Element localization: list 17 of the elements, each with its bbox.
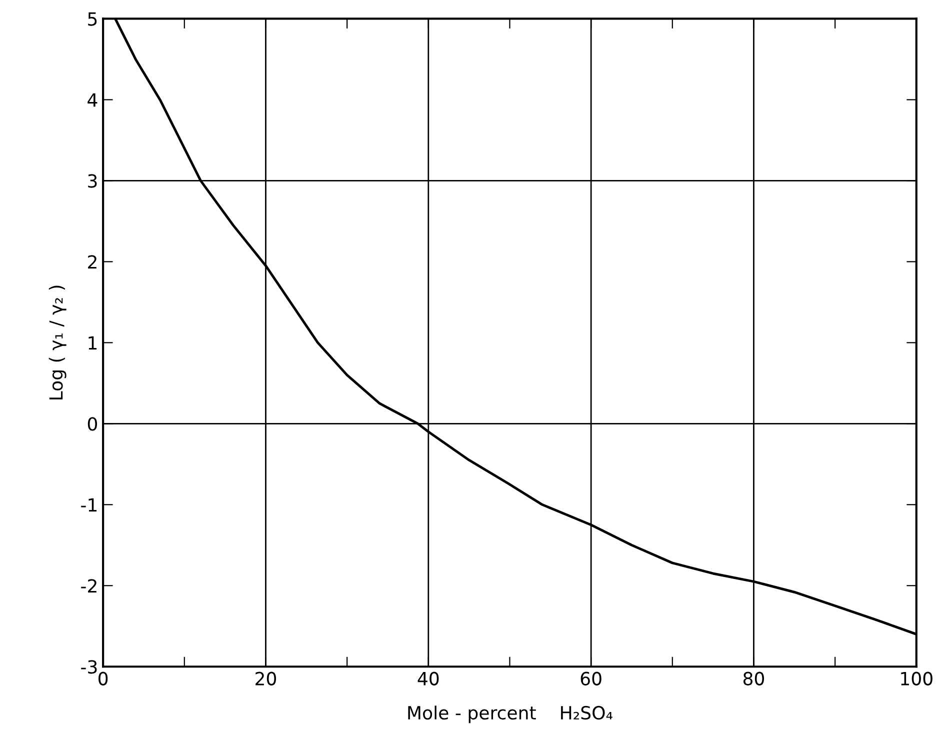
x-tick-label: 0	[98, 672, 108, 686]
y-tick-label: 4	[88, 93, 98, 107]
y-tick-label: -1	[81, 498, 97, 512]
y-tick-label: 2	[88, 255, 96, 269]
y-tick-label: 3	[88, 174, 97, 188]
y-axis-title: Log ( γ₁ / γ₂ )	[48, 286, 66, 400]
x-tick-label: 40	[418, 672, 439, 686]
x-tick-label: 60	[580, 672, 602, 686]
y-tick-label: -3	[81, 660, 97, 674]
y-tick-label: 5	[88, 12, 97, 26]
x-tick-label: 100	[901, 672, 932, 686]
x-tick-label: 80	[743, 672, 764, 686]
x-tick-label: 20	[256, 672, 276, 686]
y-tick-label: 0	[88, 417, 98, 431]
x-axis-title: Mole - percent H₂SO₄	[408, 706, 612, 724]
y-tick-label: 1	[88, 336, 97, 350]
y-tick-label: -2	[81, 579, 96, 592]
